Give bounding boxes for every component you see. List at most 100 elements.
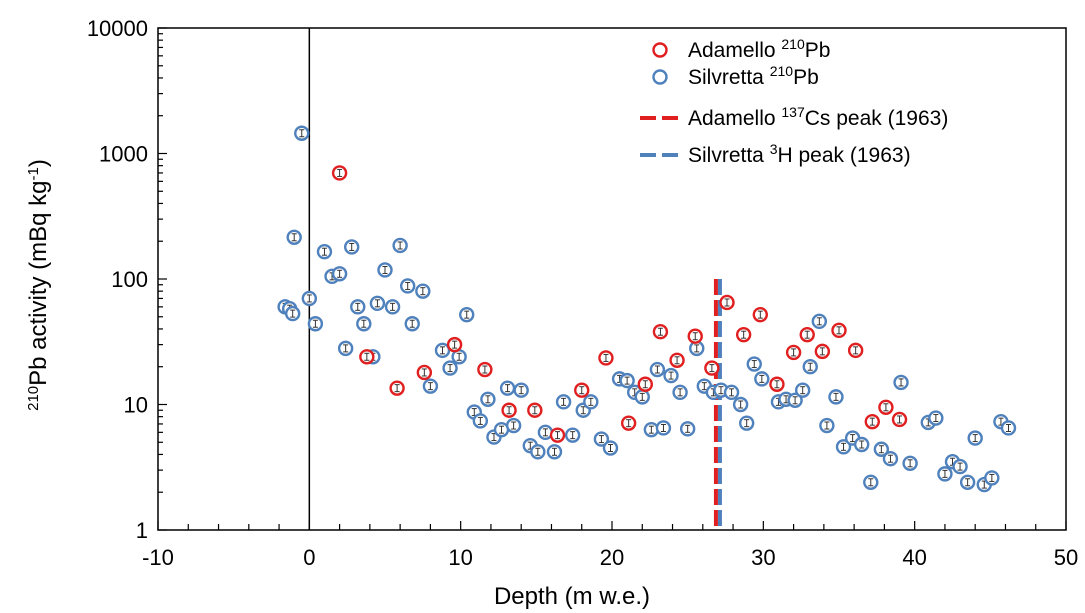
- adamello-point: [549, 427, 566, 443]
- silvretta-point: [738, 415, 755, 431]
- silvretta-point: [893, 374, 909, 391]
- legend-entry: Adamello 137Cs peak (1963): [640, 104, 948, 130]
- x-tick-label: 20: [600, 545, 624, 570]
- silvretta-point: [754, 371, 770, 387]
- legend-entry: Silvretta 210Pb: [652, 63, 819, 89]
- silvretta-point: [602, 440, 619, 456]
- adamello-point: [891, 411, 908, 428]
- silvretta-point: [546, 444, 563, 460]
- silvretta-point: [593, 431, 610, 447]
- legend-text-part: Cs peak (1963): [805, 107, 949, 130]
- silvretta-point: [873, 441, 890, 457]
- legend-label: Silvretta 210Pb: [688, 63, 819, 89]
- silvretta-point: [350, 299, 366, 315]
- y-title-superscript: 210: [25, 386, 42, 411]
- silvretta-point: [937, 466, 953, 482]
- legend-text-part: Pb: [793, 66, 819, 89]
- silvretta-point: [634, 389, 650, 405]
- legend-superscript: 3: [770, 141, 778, 157]
- y-tick-label: 1: [136, 518, 148, 543]
- adamello-point: [527, 402, 543, 418]
- adamello-point: [446, 336, 463, 353]
- silvretta-point: [294, 125, 310, 141]
- legend-marker: [652, 42, 668, 58]
- silvretta-point: [400, 278, 416, 294]
- legend-superscript: 210: [781, 36, 805, 52]
- adamello-point: [704, 360, 720, 376]
- silvretta-point: [828, 389, 844, 405]
- y-title-unit-superscript: -1: [25, 167, 42, 180]
- legend-text-part: H peak (1963): [778, 144, 911, 167]
- y-title-main: Pb activity (mBq kg: [25, 180, 52, 385]
- adamello-point: [620, 415, 637, 431]
- silvretta-point: [882, 450, 899, 467]
- silvretta-point: [377, 262, 393, 278]
- legend-entry: Silvretta 3H peak (1963): [640, 141, 911, 167]
- silvretta-point: [442, 360, 458, 376]
- adamello-point: [785, 344, 802, 361]
- adamello-point: [878, 399, 894, 415]
- silvretta-point: [472, 413, 489, 429]
- y-title-close: ): [25, 159, 52, 167]
- legend-entry: Adamello 210Pb: [652, 36, 831, 62]
- legend-superscript: 210: [770, 63, 794, 79]
- y-axis-title: 210Pb activity (mBq kg-1): [25, 159, 53, 411]
- silvretta-point: [902, 455, 918, 471]
- silvretta-point: [952, 458, 968, 475]
- silvretta-point: [959, 474, 976, 490]
- adamello-point: [501, 402, 517, 418]
- silvretta-point: [286, 229, 302, 245]
- silvretta-point: [493, 421, 510, 438]
- silvretta-point: [854, 436, 870, 453]
- silvretta-point: [451, 349, 467, 365]
- silvretta-point: [787, 392, 803, 409]
- silvretta-point: [984, 470, 1000, 486]
- x-axis-title: Depth (m w.e.): [494, 583, 650, 610]
- silvretta-point: [331, 266, 348, 282]
- silvretta-point: [344, 239, 360, 255]
- silvretta-point: [655, 420, 672, 436]
- x-tick-label: -10: [142, 545, 174, 570]
- legend-label: Adamello 137Cs peak (1963): [688, 104, 948, 130]
- silvretta-point: [499, 380, 516, 396]
- silvretta-point: [746, 356, 762, 372]
- legend-text-part: Silvretta: [688, 144, 770, 167]
- legend-text-part: Adamello: [688, 39, 781, 62]
- silvretta-point: [392, 237, 408, 254]
- adamello-point: [814, 343, 831, 360]
- silvretta-point: [811, 313, 828, 330]
- x-tick-label: 10: [448, 545, 472, 570]
- silvretta-point: [480, 391, 496, 408]
- silvretta-point: [459, 306, 475, 323]
- legend-text-part: Adamello: [688, 107, 781, 130]
- legend-superscript: 137: [781, 104, 805, 120]
- adamello-point: [574, 382, 590, 398]
- adamello-point: [652, 324, 669, 340]
- silvretta-point: [794, 382, 811, 398]
- silvretta-point: [863, 474, 879, 490]
- y-tick-label: 10000: [87, 16, 148, 41]
- silvretta-point: [356, 316, 372, 332]
- adamello-point: [477, 361, 493, 378]
- silvretta-point: [564, 427, 581, 443]
- silvretta-point: [643, 421, 660, 438]
- y-tick-label: 10: [124, 393, 148, 418]
- legend-label: Silvretta 3H peak (1963): [688, 141, 911, 167]
- silvretta-point: [316, 244, 333, 260]
- legend-text-part: Pb: [805, 39, 831, 62]
- adamello-point: [735, 326, 752, 343]
- silvretta-point: [513, 382, 529, 398]
- silvretta-point: [434, 342, 451, 359]
- silvretta-point: [723, 384, 740, 401]
- adamello-point: [637, 376, 653, 392]
- silvretta-point: [384, 299, 401, 315]
- silvretta-point: [555, 394, 572, 410]
- silvretta-point: [422, 378, 439, 394]
- adamello-point: [769, 376, 785, 392]
- adamello-point: [331, 165, 348, 181]
- adamello-point: [359, 349, 375, 365]
- silvretta-point: [928, 410, 944, 426]
- adamello-point: [416, 364, 433, 381]
- x-tick-label: 40: [902, 545, 926, 570]
